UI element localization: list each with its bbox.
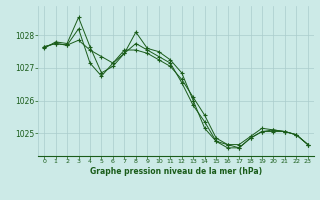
X-axis label: Graphe pression niveau de la mer (hPa): Graphe pression niveau de la mer (hPa): [90, 167, 262, 176]
